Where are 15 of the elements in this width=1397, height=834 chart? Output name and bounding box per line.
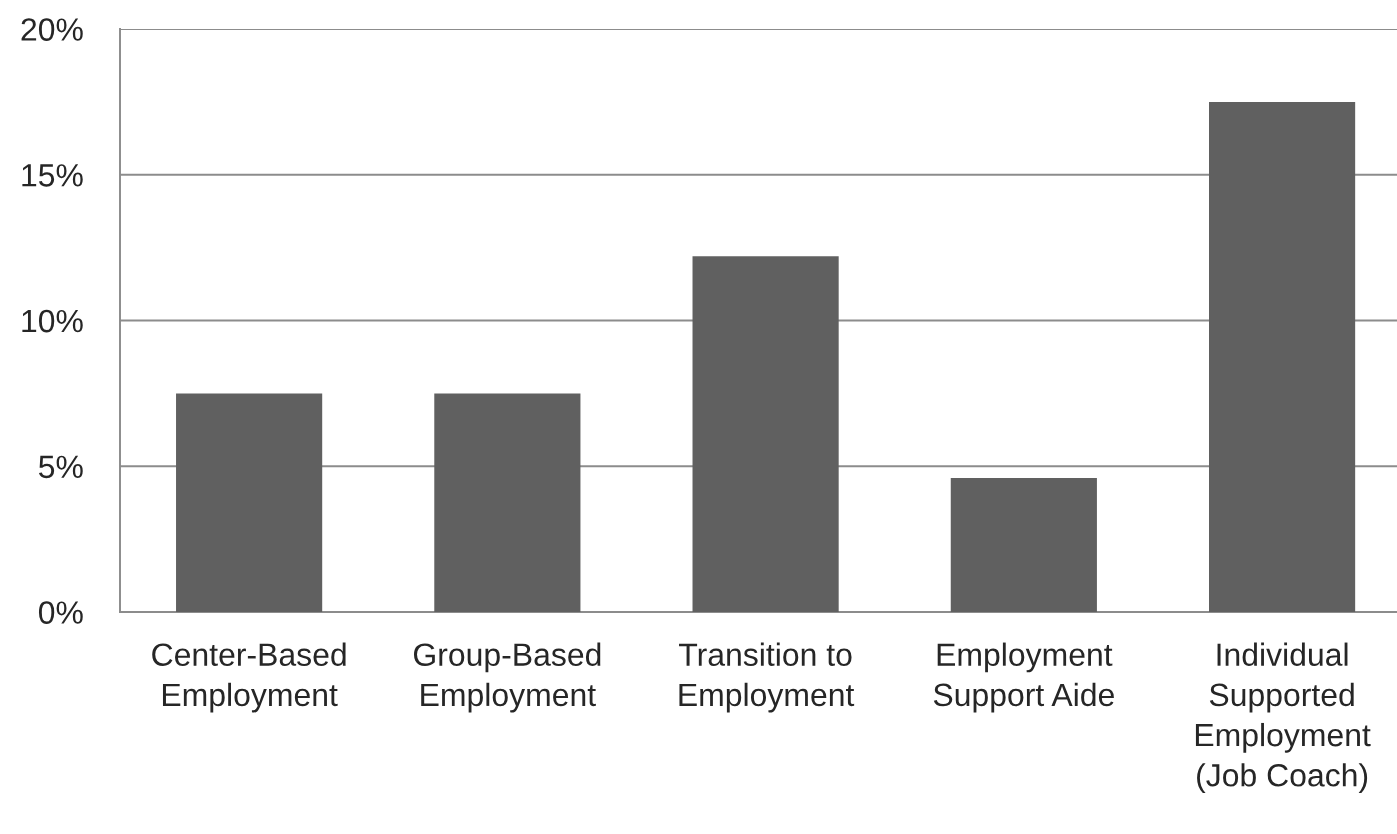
x-tick-label: Group-Based Employment	[413, 642, 601, 713]
y-tick-label: 0%	[38, 601, 83, 624]
y-tick-label: 5%	[39, 455, 83, 479]
bar	[176, 393, 323, 612]
y-tick-label: 15%	[22, 164, 83, 187]
x-tick-label: Transition to Employment	[679, 642, 855, 713]
x-tick-label: Center-Based Employment	[152, 642, 346, 713]
x-tick-label: Individual Supported Employment (Job Coach)	[1195, 642, 1371, 793]
bar	[692, 256, 839, 612]
y-tick-label: 10%	[22, 309, 83, 333]
x-tick-label: Employment Support Aide	[933, 642, 1114, 713]
bar	[1209, 101, 1356, 612]
y-tick-label: 20%	[21, 18, 83, 41]
bar	[950, 477, 1097, 612]
bar	[434, 393, 581, 612]
